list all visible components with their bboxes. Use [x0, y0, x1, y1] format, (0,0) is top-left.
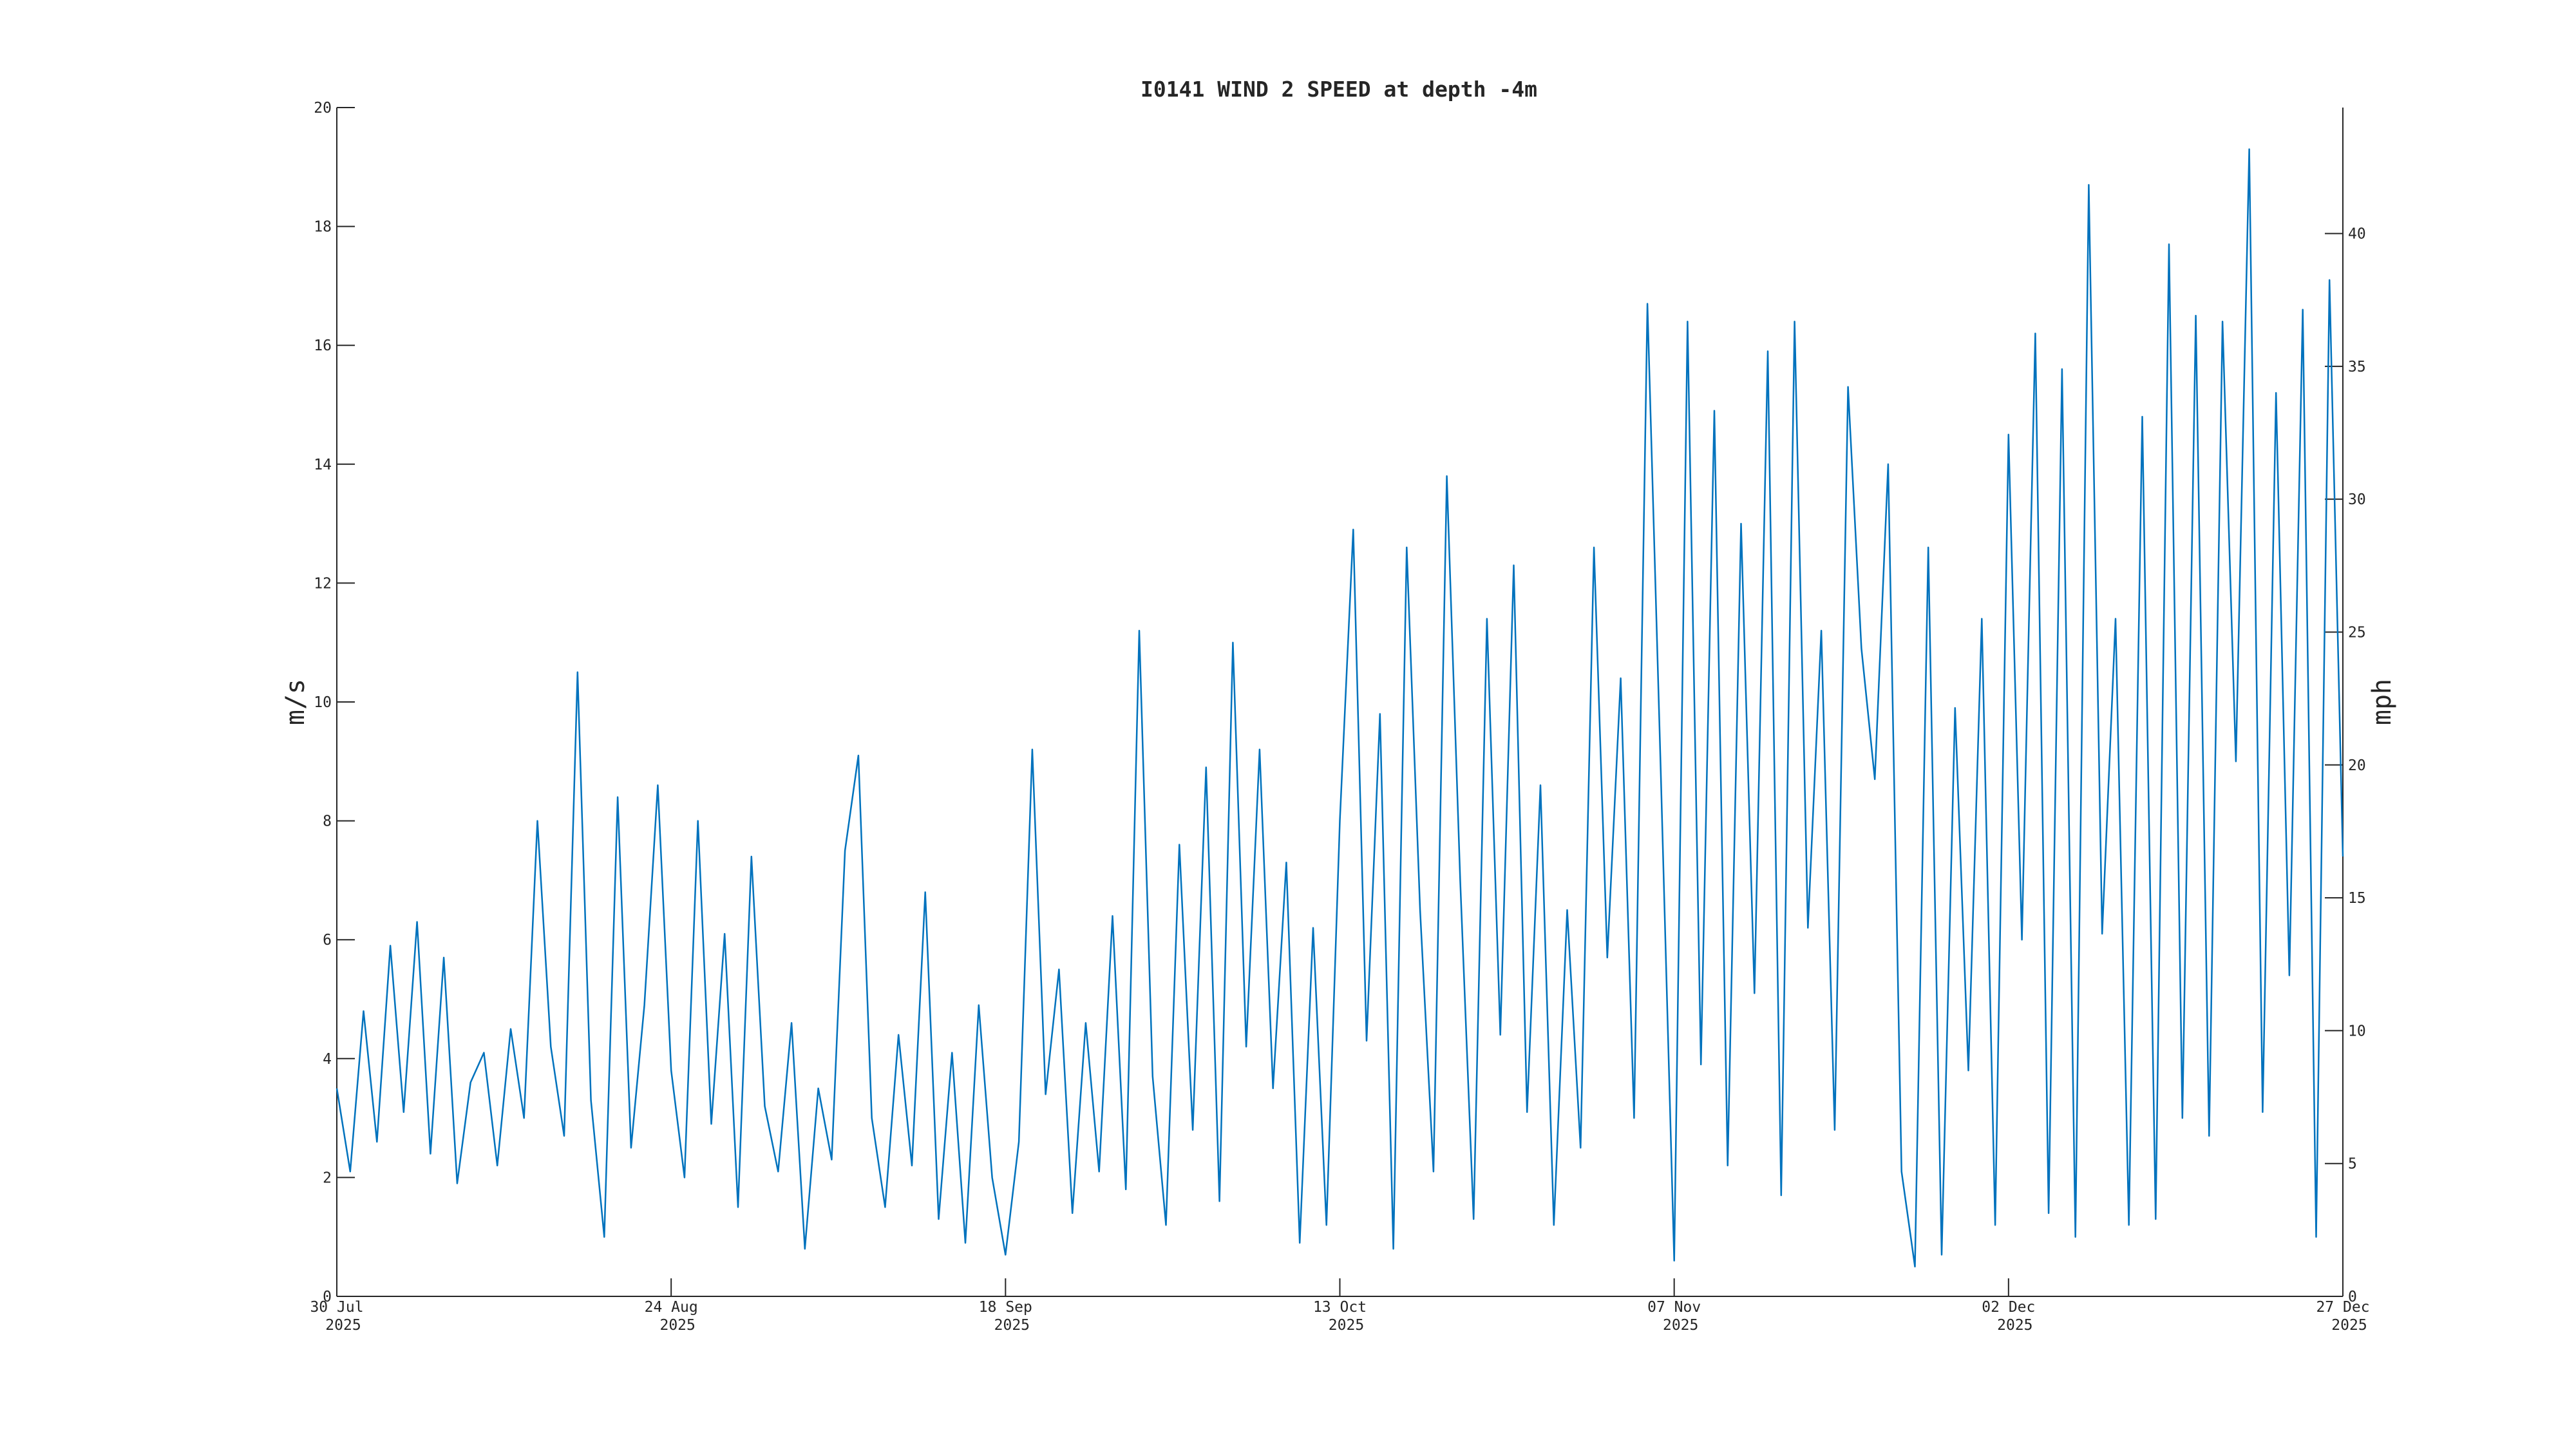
y2-tick-label: 20: [2348, 757, 2366, 774]
y-tick-label: 12: [314, 575, 332, 592]
chart-title: I0141 WIND 2 SPEED at depth -4m: [1141, 77, 1537, 102]
y2-tick-label: 15: [2348, 890, 2366, 907]
y2-tick-label: 25: [2348, 624, 2366, 641]
y2-tick-label: 40: [2348, 226, 2366, 243]
x-tick-label: 30 Jul: [310, 1299, 363, 1316]
x-tick-label: 2025: [2331, 1317, 2367, 1334]
x-tick-label: 24 Aug: [645, 1299, 698, 1316]
y-tick-label: 0: [323, 1289, 332, 1305]
x-tick-label: 27 Dec: [2316, 1299, 2369, 1316]
x-tick-label: 13 Oct: [1313, 1299, 1367, 1316]
y2-tick-label: 30: [2348, 491, 2366, 508]
y2-tick-label: 0: [2348, 1289, 2357, 1305]
y-tick-label: 6: [323, 932, 332, 949]
x-tick-label: 2025: [1329, 1317, 1364, 1334]
y-tick-label: 4: [323, 1051, 332, 1068]
x-tick-label: 02 Dec: [1982, 1299, 2035, 1316]
x-tick-label: 2025: [325, 1317, 361, 1334]
y-tick-label: 20: [314, 100, 332, 117]
x-tick-label: 2025: [1663, 1317, 1698, 1334]
x-tick-label: 18 Sep: [979, 1299, 1032, 1316]
y2-axis-label: mph: [2367, 679, 2397, 725]
y2-tick-label: 10: [2348, 1023, 2366, 1039]
y-tick-label: 10: [314, 694, 332, 711]
y2-tick-label: 5: [2348, 1156, 2357, 1173]
y-axis-label: m/s: [281, 679, 310, 725]
y2-tick-label: 35: [2348, 359, 2366, 375]
x-tick-label: 2025: [1997, 1317, 2032, 1334]
y-tick-label: 14: [314, 457, 332, 473]
x-tick-label: 2025: [659, 1317, 695, 1334]
x-tick-label: 07 Nov: [1647, 1299, 1701, 1316]
data-line: [336, 148, 2344, 1268]
y-tick-label: 2: [323, 1170, 332, 1186]
y-tick-label: 18: [314, 219, 332, 236]
x-tick-label: 2025: [994, 1317, 1030, 1334]
y-tick-label: 16: [314, 337, 332, 354]
y-tick-label: 8: [323, 813, 332, 830]
